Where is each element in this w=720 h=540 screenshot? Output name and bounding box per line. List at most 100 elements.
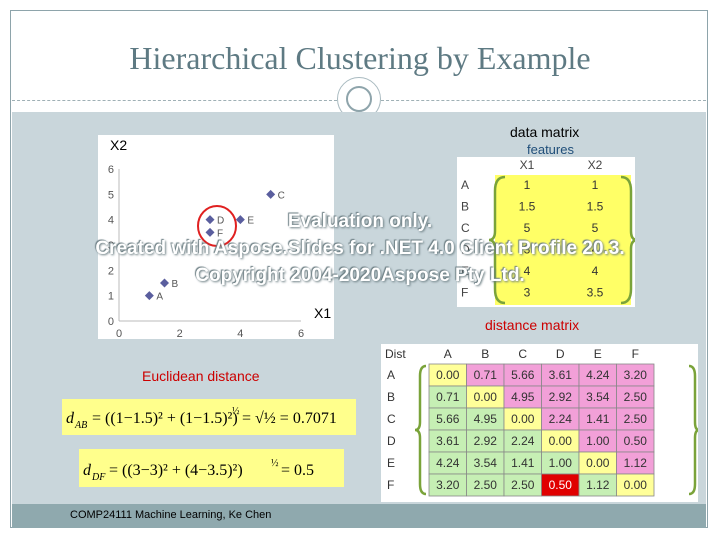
point-label-f: F — [217, 228, 223, 239]
highlight-circle — [197, 205, 237, 247]
distance-row-label: B — [387, 390, 395, 404]
x-tick-label: 2 — [177, 328, 183, 339]
column-header: X1 — [520, 158, 535, 172]
distance-left-brace — [414, 364, 427, 496]
matrix-cell: 4 — [524, 264, 531, 278]
equation-df: d DF = ((3−3)² + (4−3.5)²) ½ = 0.5 — [79, 449, 344, 487]
distance-cell: 3.20 — [436, 478, 460, 492]
y-tick-label: 6 — [108, 164, 114, 176]
distance-row-label: A — [387, 368, 395, 382]
point-label-b: B — [172, 279, 179, 290]
distance-cell: 2.50 — [511, 478, 535, 492]
equation-df-exponent: ½ — [271, 458, 279, 469]
distance-column-header: F — [632, 347, 639, 361]
distance-cell: 0.00 — [549, 434, 573, 448]
matrix-cell: 3.5 — [587, 286, 604, 300]
distance-cell: 1.12 — [624, 456, 648, 470]
matrix-cell: 4 — [592, 243, 599, 257]
distance-cell: 3.20 — [624, 368, 648, 382]
distance-cell: 2.50 — [624, 390, 648, 404]
distance-cell: 0.00 — [624, 478, 648, 492]
row-label: A — [461, 178, 469, 192]
x-tick-label: 0 — [116, 328, 122, 339]
equation-ab-body: = ((1−1.5)² + (1−1.5)²) — [92, 410, 238, 427]
distance-cell: 0.50 — [624, 434, 648, 448]
distance-cell: 0.00 — [474, 390, 498, 404]
equation-ab-svg: d AB = ((1−1.5)² + (1−1.5)²)½ = √½ = 0.7071 — [66, 406, 337, 431]
matrix-cell: 1 — [592, 178, 599, 192]
row-label: C — [461, 221, 470, 235]
distance-right-brace — [688, 364, 700, 496]
point-label-c: C — [278, 190, 285, 201]
equation-df-subscript: DF — [91, 472, 106, 483]
distance-row-label: F — [387, 478, 394, 492]
distance-row-label: E — [387, 456, 395, 470]
features-label: features — [527, 142, 574, 157]
distance-row-label: D — [387, 434, 396, 448]
matrix-cell: 1 — [524, 178, 531, 192]
distance-cell: 0.71 — [436, 390, 460, 404]
equation-ab: d AB = ((1−1.5)² + (1−1.5)²) ½ = √½ = 0.7071 — [62, 399, 356, 435]
matrix-cell: 3 — [524, 243, 531, 257]
row-label: D — [461, 243, 470, 257]
row-label: E — [461, 264, 469, 278]
matrix-cell: 3 — [524, 286, 531, 300]
watermark-line-1: Evaluation only. — [287, 211, 433, 232]
distance-cell: 0.00 — [586, 456, 610, 470]
euclidean-distance-label: Euclidean distance — [142, 368, 260, 384]
distance-cell: 0.71 — [474, 368, 498, 382]
distance-cell: 1.12 — [586, 478, 610, 492]
title-divider-right — [381, 100, 706, 101]
distance-cell: 4.95 — [511, 390, 535, 404]
distance-corner-label: Dist — [385, 347, 406, 361]
y-tick-label: 0 — [108, 316, 114, 328]
distance-column-header: D — [556, 347, 565, 361]
matrix-cell: 1.5 — [587, 200, 604, 214]
distance-cell: 5.66 — [511, 368, 535, 382]
data-matrix-svg: X1 X2 A 1 1 B 1.5 1.5 C 5 5 D 3 4 E 4 4 F 3 3.5 — [461, 158, 638, 305]
column-header: X2 — [588, 158, 603, 172]
distance-cell: 0.50 — [549, 478, 573, 492]
distance-cell: 2.24 — [511, 434, 535, 448]
matrix-highlight — [495, 175, 631, 305]
y-tick-label: 1 — [108, 291, 114, 303]
x-tick-label: 6 — [298, 328, 304, 339]
distance-row-label: C — [387, 412, 396, 426]
distance-matrix: Dist A B C D E F A 0.00 0.71 5.66 3.61 4.24 3.20 B 0.71… — [381, 344, 700, 502]
row-label: B — [461, 200, 469, 214]
left-brace — [488, 175, 506, 305]
distance-cell: 0.00 — [436, 368, 460, 382]
equation-df-rhs: = 0.5 — [281, 462, 314, 479]
data-point-a — [144, 291, 154, 301]
equation-ab-exponent: ½ — [232, 406, 240, 417]
distance-column-header: A — [444, 347, 452, 361]
distance-cell: 3.61 — [549, 368, 573, 382]
distance-cell: 1.41 — [586, 412, 610, 426]
distance-cell: 3.54 — [586, 390, 610, 404]
equation-ab-rhs: = √½ = 0.7071 — [242, 410, 337, 427]
distance-cell: 2.24 — [549, 412, 573, 426]
title-divider-left — [12, 100, 337, 101]
distance-cell: 2.50 — [624, 412, 648, 426]
data-point-f — [205, 227, 215, 237]
watermark-line-3: Copyright 2004-2020Aspose Pty Ltd. — [195, 265, 525, 286]
distance-column-header: B — [481, 347, 489, 361]
matrix-cell: 5 — [524, 221, 531, 235]
data-point-b — [160, 278, 169, 288]
distance-cell: 5.66 — [436, 412, 460, 426]
distance-cell: 2.50 — [474, 478, 498, 492]
distance-cell: 4.95 — [474, 412, 498, 426]
y-tick-label: 4 — [108, 215, 114, 227]
y-tick-label: 3 — [108, 240, 114, 252]
matrix-cell: 5 — [592, 221, 599, 235]
distance-cell: 4.24 — [586, 368, 610, 382]
scatter-plot: 0 2 4 6 0 1 2 3 4 5 6 X2 X1 A B C D E F — [98, 135, 334, 340]
distance-cell: 4.24 — [436, 456, 460, 470]
footer-text: COMP24111 Machine Learning, Ke Chen — [70, 509, 272, 521]
distance-column-header: E — [594, 347, 602, 361]
matrix-cell: 1.5 — [519, 200, 536, 214]
distance-cell: 3.61 — [436, 434, 460, 448]
point-label-a: A — [156, 292, 163, 303]
distance-column-header: C — [518, 347, 527, 361]
distance-cell-bg — [616, 473, 655, 497]
